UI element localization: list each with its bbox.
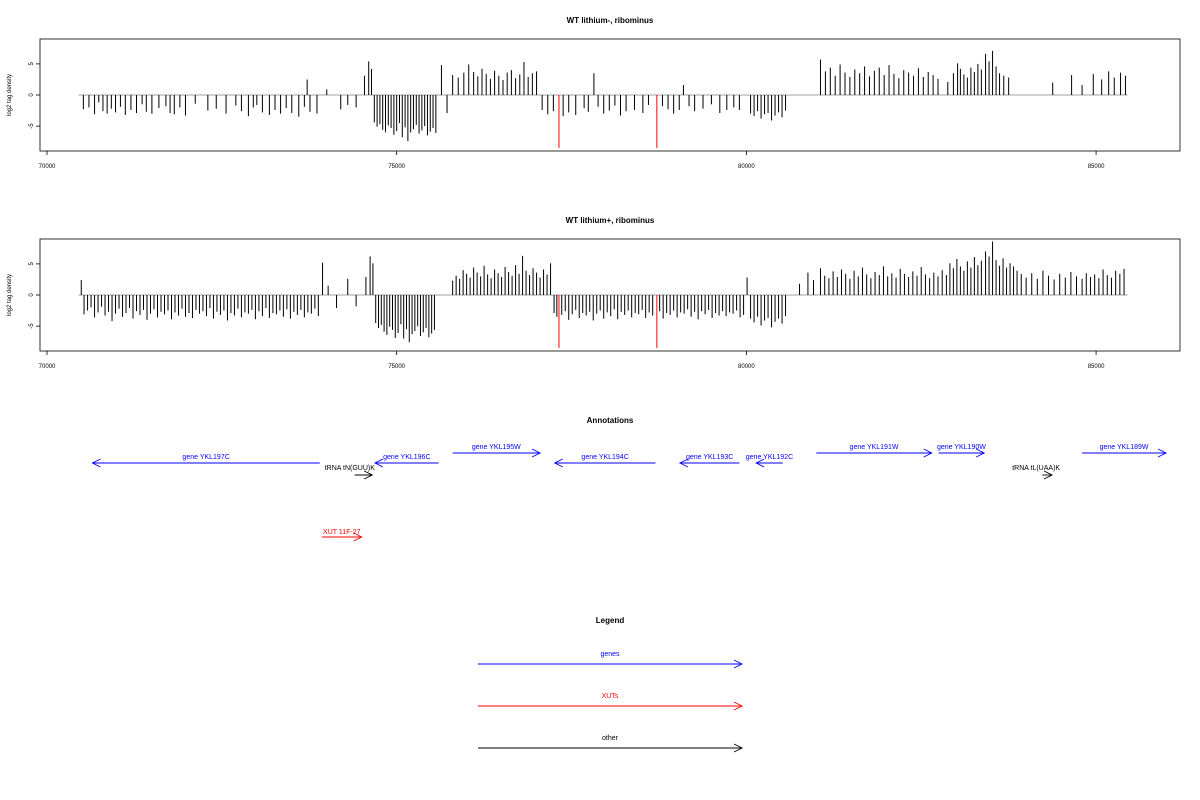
- axis-ticks: 70000 75000 80000 85000 -5 0 5: [29, 62, 1105, 170]
- arrowhead: [678, 458, 689, 468]
- x-tick-label: 85000: [1088, 364, 1105, 370]
- x-tick-label: 80000: [738, 364, 755, 370]
- feature-trna-tl-uaa-k: tRNA tL(UAA)K: [1012, 465, 1060, 480]
- arrowhead: [531, 448, 542, 458]
- feature-gene-ykl193c: gene YKL193C: [678, 454, 740, 468]
- y-tick-label: -5: [29, 323, 35, 329]
- bars-group: [78, 50, 1128, 148]
- arrowhead: [353, 532, 363, 542]
- arrowhead: [923, 448, 933, 458]
- x-tick-label: 70000: [39, 164, 56, 170]
- arrowhead: [755, 458, 765, 468]
- track-panel-lithium-plus: WT lithium+, ribominus log2 tag density …: [7, 216, 1181, 370]
- panel-title: WT lithium-, ribominus: [567, 16, 654, 25]
- panel-title: WT lithium+, ribominus: [566, 216, 655, 225]
- feature-label: gene YKL193C: [686, 454, 733, 461]
- feature-label: gene YKL196C: [383, 454, 430, 461]
- legend-panel: Legend genes XUTs other: [478, 616, 744, 753]
- feature-gene-ykl189w: gene YKL189W: [1082, 444, 1168, 458]
- y-axis-label: log2 tag density: [7, 74, 13, 116]
- feature-gene-ykl194c: gene YKL194C: [553, 454, 656, 468]
- feature-gene-ykl190w: gene YKL190W: [937, 444, 986, 458]
- x-tick-label: 80000: [738, 164, 755, 170]
- x-tick-label: 70000: [39, 364, 56, 370]
- axis-ticks: 70000 75000 80000 85000 -5 0 5: [29, 262, 1105, 370]
- arrowhead: [1157, 448, 1168, 458]
- bars-group: [78, 241, 1128, 348]
- feature-label: tRNA tL(UAA)K: [1012, 465, 1060, 472]
- feature-gene-ykl195w: gene YKL195W: [452, 444, 542, 458]
- legend-label: genes: [600, 651, 620, 658]
- legend-item-xuts: XUTs: [478, 693, 744, 711]
- feature-label: tRNA tN(GUU)K: [325, 465, 376, 472]
- legend-items: genes XUTs other: [478, 651, 744, 753]
- y-tick-label: 0: [29, 93, 35, 97]
- y-tick-label: 0: [29, 293, 35, 297]
- feature-label: gene YKL192C: [746, 454, 793, 461]
- arrowhead: [1043, 470, 1054, 480]
- feature-xut-11f-27: XUT 11F-27: [321, 529, 363, 542]
- y-tick-label: 5: [29, 262, 35, 266]
- arrowhead: [553, 458, 563, 468]
- legend-label: other: [602, 735, 619, 742]
- x-tick-label: 85000: [1088, 164, 1105, 170]
- feature-label: XUT 11F-27: [323, 529, 361, 536]
- arrowhead: [733, 701, 744, 711]
- legend-label: XUTs: [602, 693, 619, 700]
- feature-gene-ykl191w: gene YKL191W: [816, 444, 933, 458]
- feature-trna-tn-guu-k: tRNA tN(GUU)K: [325, 465, 376, 480]
- feature-label: gene YKL191W: [850, 444, 899, 451]
- x-tick-label: 75000: [388, 164, 405, 170]
- feature-label: gene YKL195W: [472, 444, 521, 451]
- legend-title: Legend: [596, 616, 625, 625]
- legend-item-genes: genes: [478, 651, 744, 669]
- x-tick-label: 75000: [388, 364, 405, 370]
- arrowhead: [364, 470, 374, 480]
- legend-item-other: other: [478, 735, 744, 753]
- feature-label: gene YKL190W: [937, 444, 986, 451]
- arrowhead: [975, 448, 986, 458]
- feature-label: gene YKL194C: [581, 454, 628, 461]
- feature-gene-ykl197c: gene YKL197C: [91, 454, 320, 468]
- arrowhead: [733, 743, 744, 753]
- arrowhead: [91, 458, 101, 468]
- arrowhead: [733, 659, 744, 669]
- y-tick-label: 5: [29, 62, 35, 66]
- y-tick-label: -5: [29, 123, 35, 129]
- y-axis-label: log2 tag density: [7, 274, 13, 316]
- feature-label: gene YKL197C: [182, 454, 229, 461]
- feature-gene-ykl192c: gene YKL192C: [746, 454, 793, 468]
- arrowhead: [373, 458, 384, 468]
- feature-group: gene YKL197C tRNA tN(GUU)K gene YKL196C gen…: [91, 444, 1168, 542]
- annotations-title: Annotations: [587, 416, 634, 425]
- feature-gene-ykl196c: gene YKL196C: [373, 454, 439, 468]
- feature-label: gene YKL189W: [1100, 444, 1149, 451]
- track-panel-lithium-minus: WT lithium-, ribominus log2 tag density …: [7, 16, 1181, 170]
